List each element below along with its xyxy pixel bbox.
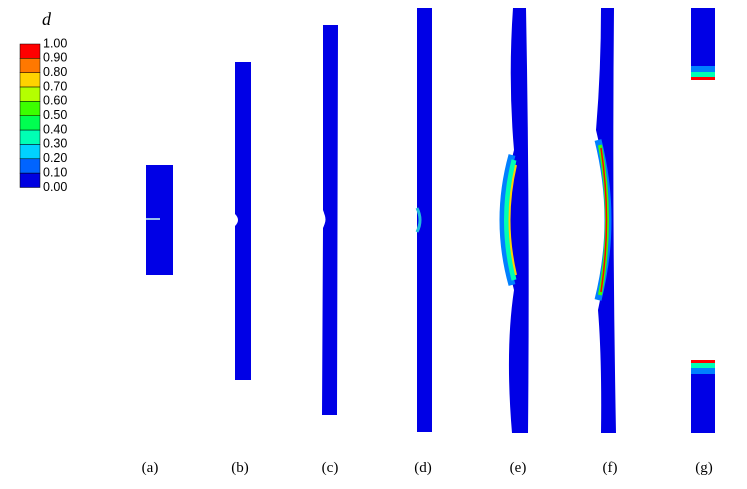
legend-label: 0.90	[43, 51, 67, 65]
specimen	[322, 25, 338, 415]
panel-label: (f)	[603, 460, 618, 476]
panel-label: (g)	[695, 460, 713, 476]
legend-swatch	[19, 129, 41, 145]
legend-label: 0.80	[43, 65, 67, 79]
panel-label: (e)	[510, 460, 527, 476]
specimen	[596, 8, 616, 433]
legend-swatch	[19, 172, 41, 188]
damage	[508, 164, 517, 276]
legend-label: 0.70	[43, 79, 67, 93]
damage	[499, 154, 516, 286]
damage	[691, 66, 715, 72]
specimens	[146, 8, 715, 433]
damage	[691, 77, 715, 80]
legend-swatch	[19, 86, 41, 102]
legend-title: d	[42, 9, 52, 29]
damage	[691, 360, 715, 363]
legend-label: 0.40	[43, 122, 67, 136]
specimen	[146, 165, 173, 275]
panel-label: (a)	[142, 460, 159, 476]
damage	[600, 147, 608, 293]
specimen	[417, 8, 432, 432]
panel-label: (c)	[322, 460, 339, 476]
legend-swatch	[19, 158, 41, 174]
notch	[322, 210, 326, 228]
panel-label: (b)	[231, 460, 249, 476]
legend-label: 0.60	[43, 94, 67, 108]
legend-swatch	[19, 101, 41, 117]
legend-label: 0.50	[43, 108, 67, 122]
damage	[691, 363, 715, 368]
legend-label: 0.30	[43, 137, 67, 151]
specimen	[235, 62, 251, 380]
legend-label: 1.00	[43, 36, 67, 50]
damage	[691, 368, 715, 374]
notch	[235, 214, 238, 226]
legend-label: 0.10	[43, 165, 67, 179]
legend-swatch	[19, 144, 41, 160]
damage	[504, 159, 517, 281]
legend: 1.000.900.800.700.600.500.400.300.200.10…	[19, 36, 67, 194]
legend-swatch	[19, 43, 41, 59]
damage	[691, 72, 715, 77]
captions: (a) (b) (c) (d) (e) (f) (g)	[142, 460, 713, 476]
legend-label: 0.20	[43, 151, 67, 165]
legend-swatch	[19, 58, 41, 73]
damage	[415, 207, 422, 233]
legend-label: 0.00	[43, 180, 67, 194]
legend-swatch	[19, 72, 41, 88]
legend-swatch	[19, 115, 41, 131]
specimen	[504, 8, 529, 433]
panel-label: (d)	[414, 460, 432, 476]
